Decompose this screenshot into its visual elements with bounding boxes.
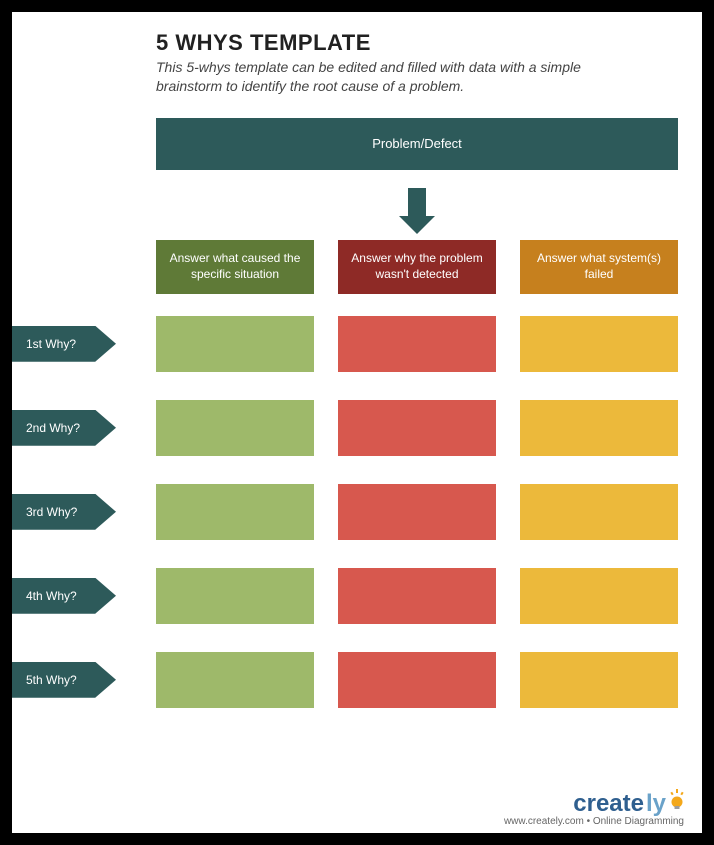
cell-r0-c1 — [338, 316, 496, 372]
why-row-label-3: 4th Why? — [12, 578, 116, 614]
down-arrow-icon — [407, 188, 427, 222]
creately-logo: creately — [504, 789, 684, 818]
cell-r2-c1 — [338, 484, 496, 540]
why-row-0: 1st Why? — [36, 316, 678, 372]
column-header-1: Answer why the problem wasn't detected — [338, 240, 496, 294]
cell-r2-c0 — [156, 484, 314, 540]
cell-r4-c2 — [520, 652, 678, 708]
why-row-cells-0 — [156, 316, 678, 372]
why-row-cells-2 — [156, 484, 678, 540]
problem-box: Problem/Defect — [156, 118, 678, 170]
why-row-cells-4 — [156, 652, 678, 708]
footer: creately www.creately.com • Online Diagr… — [504, 789, 684, 827]
cell-r4-c0 — [156, 652, 314, 708]
cell-r0-c2 — [520, 316, 678, 372]
why-row-cells-1 — [156, 400, 678, 456]
column-header-0: Answer what caused the specific situatio… — [156, 240, 314, 294]
logo-text-1: create — [573, 790, 644, 818]
why-row-1: 2nd Why? — [36, 400, 678, 456]
why-row-label-1: 2nd Why? — [12, 410, 116, 446]
footer-subline: www.creately.com • Online Diagramming — [504, 816, 684, 827]
arrow-wrap — [156, 170, 678, 240]
column-header-2: Answer what system(s) failed — [520, 240, 678, 294]
why-rows: 1st Why? 2nd Why? 3rd Why? 4th Why? 5th Why? — [36, 316, 678, 708]
cell-r3-c2 — [520, 568, 678, 624]
diagram-frame: 5 WHYS TEMPLATE This 5-whys template can… — [0, 0, 714, 845]
column-headers: Answer what caused the specific situatio… — [156, 240, 678, 294]
cell-r4-c1 — [338, 652, 496, 708]
cell-r0-c0 — [156, 316, 314, 372]
header: 5 WHYS TEMPLATE This 5-whys template can… — [156, 30, 596, 96]
cell-r3-c1 — [338, 568, 496, 624]
problem-label: Problem/Defect — [372, 136, 462, 151]
why-row-2: 3rd Why? — [36, 484, 678, 540]
cell-r3-c0 — [156, 568, 314, 624]
why-row-3: 4th Why? — [36, 568, 678, 624]
why-row-label-0: 1st Why? — [12, 326, 116, 362]
logo-text-2: ly — [646, 790, 666, 818]
cell-r1-c1 — [338, 400, 496, 456]
cell-r1-c0 — [156, 400, 314, 456]
why-row-cells-3 — [156, 568, 678, 624]
page-subtitle: This 5-whys template can be edited and f… — [156, 58, 596, 96]
lightbulb-icon — [670, 789, 684, 816]
why-row-label-4: 5th Why? — [12, 662, 116, 698]
cell-r2-c2 — [520, 484, 678, 540]
why-row-label-2: 3rd Why? — [12, 494, 116, 530]
page-title: 5 WHYS TEMPLATE — [156, 30, 596, 56]
why-row-4: 5th Why? — [36, 652, 678, 708]
cell-r1-c2 — [520, 400, 678, 456]
